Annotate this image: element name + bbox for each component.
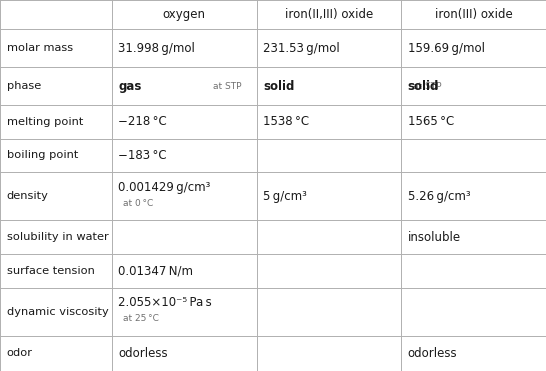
- Text: at STP: at STP: [213, 82, 241, 91]
- Text: molar mass: molar mass: [7, 43, 73, 53]
- Text: melting point: melting point: [7, 117, 83, 127]
- Text: 0.001429 g/cm³: 0.001429 g/cm³: [118, 181, 211, 194]
- Text: odorless: odorless: [118, 347, 168, 360]
- Text: at STP: at STP: [413, 82, 442, 91]
- Text: phase: phase: [7, 81, 41, 91]
- Text: 5.26 g/cm³: 5.26 g/cm³: [408, 190, 471, 203]
- Text: surface tension: surface tension: [7, 266, 94, 276]
- Text: 5 g/cm³: 5 g/cm³: [263, 190, 307, 203]
- Text: 0.01347 N/m: 0.01347 N/m: [118, 264, 193, 277]
- Text: boiling point: boiling point: [7, 150, 78, 160]
- Text: solid: solid: [263, 79, 294, 93]
- Text: 31.998 g/mol: 31.998 g/mol: [118, 42, 195, 55]
- Text: 159.69 g/mol: 159.69 g/mol: [408, 42, 485, 55]
- Text: 231.53 g/mol: 231.53 g/mol: [263, 42, 340, 55]
- Text: dynamic viscosity: dynamic viscosity: [7, 306, 108, 316]
- Text: oxygen: oxygen: [163, 8, 206, 21]
- Text: gas: gas: [118, 79, 142, 93]
- Text: 1538 °C: 1538 °C: [263, 115, 309, 128]
- Text: odorless: odorless: [408, 347, 458, 360]
- Text: solid: solid: [408, 79, 439, 93]
- Text: iron(III) oxide: iron(III) oxide: [435, 8, 513, 21]
- Text: at 25 °C: at 25 °C: [123, 314, 159, 323]
- Text: iron(II,III) oxide: iron(II,III) oxide: [285, 8, 373, 21]
- Text: −218 °C: −218 °C: [118, 115, 167, 128]
- Text: density: density: [7, 191, 49, 201]
- Text: −183 °C: −183 °C: [118, 149, 167, 162]
- Text: insoluble: insoluble: [408, 231, 461, 244]
- Text: solubility in water: solubility in water: [7, 232, 108, 242]
- Text: 1565 °C: 1565 °C: [408, 115, 454, 128]
- Text: at 0 °C: at 0 °C: [123, 199, 153, 208]
- Text: 2.055×10⁻⁵ Pa s: 2.055×10⁻⁵ Pa s: [118, 296, 212, 309]
- Text: odor: odor: [7, 348, 33, 358]
